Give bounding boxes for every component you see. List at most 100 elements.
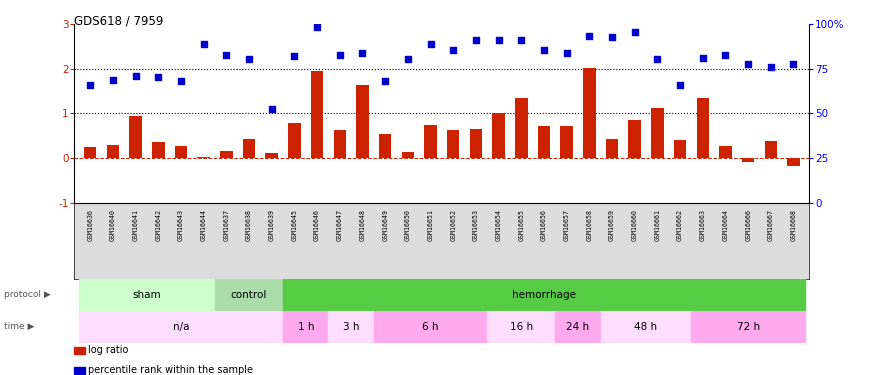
Point: [673, 81, 687, 87]
Point: [242, 56, 256, 62]
Point: [741, 62, 755, 68]
Point: [378, 78, 392, 84]
Text: GSM16657: GSM16657: [564, 209, 570, 241]
Bar: [130, 116, 142, 158]
Text: 48 h: 48 h: [634, 322, 658, 332]
Text: GDS618 / 7959: GDS618 / 7959: [74, 15, 164, 28]
Bar: [107, 145, 119, 158]
Text: time ▶: time ▶: [4, 322, 35, 331]
Bar: [538, 126, 550, 158]
Text: 72 h: 72 h: [737, 322, 760, 332]
Point: [696, 55, 710, 61]
Text: GSM16662: GSM16662: [677, 209, 683, 241]
Text: GSM16647: GSM16647: [337, 209, 343, 241]
Text: GSM16637: GSM16637: [223, 209, 229, 241]
Bar: [374, 311, 487, 343]
Text: GSM16651: GSM16651: [428, 209, 433, 241]
Point: [537, 47, 551, 53]
Text: GSM16636: GSM16636: [88, 209, 94, 241]
Point: [718, 52, 732, 58]
Point: [627, 29, 641, 35]
Point: [514, 37, 528, 43]
Bar: [583, 68, 596, 158]
Bar: [556, 311, 600, 343]
Bar: [79, 311, 284, 343]
Bar: [493, 112, 505, 158]
Point: [355, 50, 369, 56]
Text: GSM16668: GSM16668: [790, 209, 796, 241]
Bar: [311, 71, 324, 158]
Bar: [424, 124, 437, 158]
Bar: [243, 139, 256, 158]
Point: [764, 64, 778, 70]
Text: 3 h: 3 h: [343, 322, 360, 332]
Bar: [328, 311, 374, 343]
Bar: [719, 146, 732, 158]
Bar: [691, 311, 805, 343]
Bar: [515, 98, 528, 158]
Bar: [788, 158, 800, 166]
Text: GSM16638: GSM16638: [246, 209, 252, 241]
Bar: [84, 147, 96, 158]
Point: [151, 74, 165, 80]
Text: sham: sham: [133, 290, 161, 300]
Bar: [175, 146, 187, 158]
Bar: [742, 158, 754, 162]
Text: GSM16643: GSM16643: [178, 209, 184, 241]
Text: log ratio: log ratio: [88, 345, 128, 355]
Point: [560, 50, 574, 56]
Bar: [152, 142, 164, 158]
Text: GSM16641: GSM16641: [133, 209, 138, 241]
Text: n/a: n/a: [172, 322, 189, 332]
Bar: [606, 140, 619, 158]
Point: [220, 52, 234, 58]
Point: [83, 81, 97, 87]
Text: GSM16660: GSM16660: [632, 209, 638, 241]
Bar: [265, 153, 278, 158]
Point: [583, 33, 597, 39]
Text: GSM16642: GSM16642: [155, 209, 161, 241]
Bar: [215, 279, 284, 311]
Bar: [79, 279, 215, 311]
Point: [174, 78, 188, 84]
Text: 1 h: 1 h: [298, 322, 314, 332]
Text: percentile rank within the sample: percentile rank within the sample: [88, 365, 253, 375]
Point: [265, 106, 279, 112]
Text: GSM16648: GSM16648: [360, 209, 366, 241]
Text: GSM16664: GSM16664: [723, 209, 729, 241]
Point: [650, 56, 664, 62]
Text: 6 h: 6 h: [423, 322, 438, 332]
Text: GSM16653: GSM16653: [473, 209, 479, 241]
Text: control: control: [231, 290, 267, 300]
Point: [310, 24, 324, 30]
Text: GSM16654: GSM16654: [495, 209, 501, 241]
Text: GSM16645: GSM16645: [291, 209, 298, 241]
Text: GSM16646: GSM16646: [314, 209, 320, 241]
Bar: [765, 141, 777, 158]
Text: GSM16640: GSM16640: [110, 209, 116, 241]
Text: GSM16649: GSM16649: [382, 209, 388, 241]
Point: [332, 52, 346, 58]
Point: [605, 34, 619, 40]
Text: GSM16661: GSM16661: [654, 209, 661, 241]
Bar: [560, 126, 573, 158]
Bar: [470, 129, 482, 158]
Point: [492, 37, 506, 43]
Point: [287, 53, 301, 58]
Bar: [333, 130, 346, 158]
Text: 24 h: 24 h: [566, 322, 590, 332]
Point: [401, 56, 415, 62]
Bar: [198, 157, 210, 158]
Point: [197, 41, 211, 47]
Point: [129, 73, 143, 79]
Bar: [379, 134, 391, 158]
Point: [106, 77, 120, 83]
Bar: [402, 152, 414, 158]
Point: [469, 37, 483, 43]
Text: GSM16650: GSM16650: [405, 209, 411, 241]
Text: GSM16666: GSM16666: [746, 209, 751, 241]
Point: [446, 47, 460, 53]
Text: GSM16652: GSM16652: [451, 209, 456, 241]
Text: GSM16655: GSM16655: [518, 209, 524, 241]
Text: GSM16658: GSM16658: [586, 209, 592, 241]
